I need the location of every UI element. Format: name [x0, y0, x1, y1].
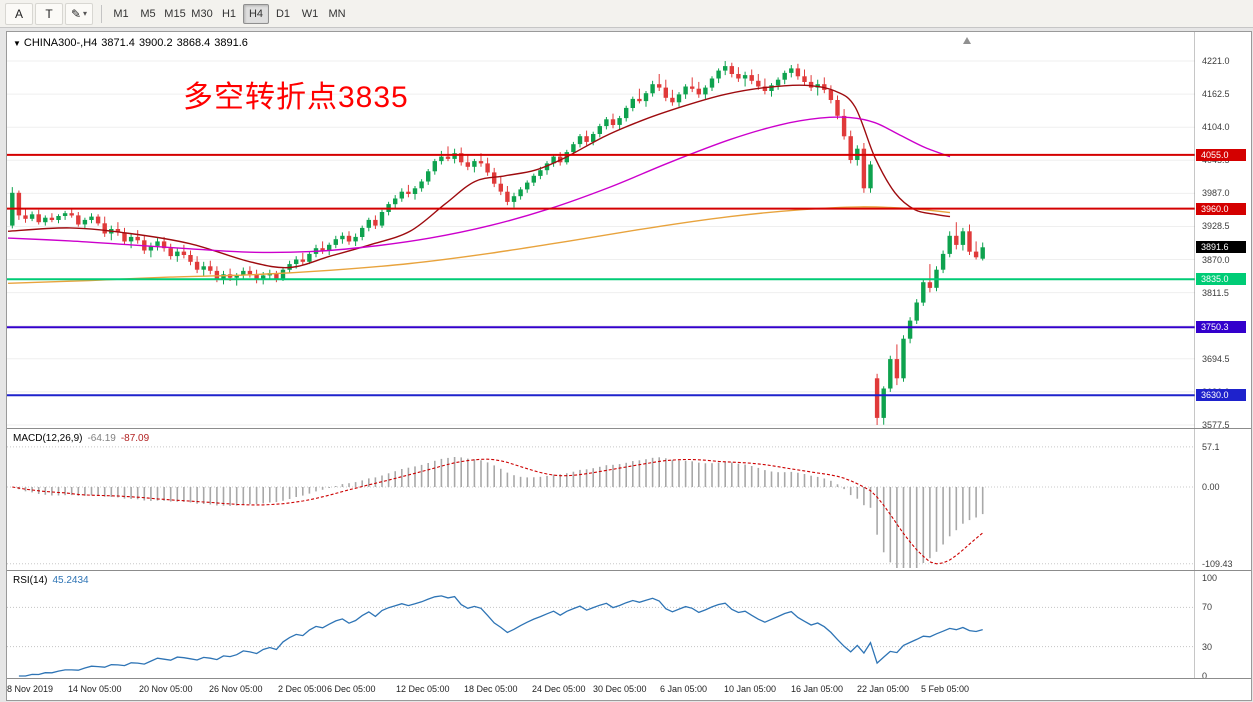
price-tick-label: 3987.0 — [1202, 188, 1230, 199]
timeframe-button-m5[interactable]: M5 — [140, 7, 156, 20]
timeframe-button-h4[interactable]: H4 — [243, 3, 269, 24]
rsi-value: 45.2434 — [52, 575, 89, 586]
price-tick-label: 3928.5 — [1202, 221, 1230, 232]
macd-scale-label: -109.43 — [1202, 558, 1233, 569]
price-badge: 3835.0 — [1196, 273, 1246, 286]
timeframe-button-group: M1 M5 M15 M30 H1 H4 D1 W1 MN — [108, 3, 351, 24]
price-tick-label: 4162.5 — [1202, 89, 1230, 100]
rsi-indicator-label: RSI(14) 45.2434 — [13, 575, 89, 586]
timeframe-button-m1[interactable]: M1 — [113, 7, 129, 20]
price-tick-label: 3811.5 — [1202, 287, 1229, 298]
time-axis-label: 18 Dec 05:00 — [464, 684, 518, 694]
ohlc-close: 3891.6 — [214, 37, 248, 49]
time-axis-label: 10 Jan 05:00 — [724, 684, 777, 694]
pane-divider[interactable] — [7, 678, 1251, 679]
symbol-label: CHINA300-,H4 — [23, 37, 98, 49]
macd-indicator-label: MACD(12,26,9) -64.19 -87.09 — [13, 433, 149, 444]
time-axis-label: 12 Dec 05:00 — [396, 684, 450, 694]
macd-scale-label: 57.1 — [1202, 441, 1220, 452]
toolbar: A T ✎ ▾ M1 M5 M15 M30 H1 H4 D1 W1 MN — [0, 0, 1253, 28]
pane-divider[interactable] — [7, 428, 1251, 429]
timeframe-button-h1[interactable]: H1 — [221, 7, 237, 20]
price-tick-label: 4104.0 — [1202, 122, 1230, 133]
price-tick-label: 3870.0 — [1202, 254, 1230, 265]
price-tick-label: 4221.0 — [1202, 56, 1230, 66]
timeframe-button-m15[interactable]: M15 — [164, 7, 186, 20]
time-axis-label: 22 Jan 05:00 — [857, 684, 910, 694]
price-badge: 4055.0 — [1196, 148, 1246, 161]
timeframe-button-m30[interactable]: M30 — [191, 7, 213, 20]
time-axis-label: 16 Jan 05:00 — [791, 684, 844, 694]
time-axis-label: 5 Feb 05:00 — [921, 684, 970, 694]
timeframe-button-w1[interactable]: W1 — [301, 7, 319, 20]
time-axis-label: 30 Dec 05:00 — [593, 684, 647, 694]
price-scale[interactable]: 4221.04162.54104.04045.53987.03928.53870… — [1195, 32, 1251, 681]
macd-scale-label: 0.00 — [1202, 482, 1220, 492]
draw-tool-dropdown[interactable]: ✎ ▾ — [65, 2, 93, 25]
cursor-tool-button[interactable]: A — [5, 2, 33, 25]
pane-divider[interactable] — [7, 570, 1251, 571]
macd-value: -64.19 — [87, 433, 116, 444]
ohlc-low: 3868.4 — [176, 37, 211, 49]
text-tool-button[interactable]: T — [35, 2, 63, 25]
rsi-title: RSI(14) — [13, 575, 48, 586]
rsi-scale-label: 100 — [1202, 573, 1218, 583]
time-axis[interactable]: 8 Nov 2019 14 Nov 05:00 20 Nov 05:00 26 Nov… — [7, 680, 1251, 700]
price-badge: 3891.6 — [1196, 241, 1246, 254]
chart-annotation-text[interactable]: 多空转折点3835 — [183, 81, 409, 114]
time-axis-label: 2 Dec 05:00 — [278, 684, 327, 694]
collapse-icon[interactable]: ▼ — [13, 39, 21, 48]
timeframe-button-d1[interactable]: D1 — [275, 7, 291, 20]
time-axis-label: 26 Nov 05:00 — [209, 684, 263, 694]
rsi-scale-label: 0 — [1202, 671, 1208, 681]
time-axis-label: 20 Nov 05:00 — [139, 684, 193, 694]
price-tick-label: 3694.5 — [1202, 353, 1230, 364]
ohlc-open: 3871.4 — [101, 37, 135, 49]
chart-window: ▼ CHINA300-,H4 3871.4 3900.2 3868.4 3891.6 多空… — [6, 31, 1252, 701]
time-axis-label: 14 Nov 05:00 — [68, 684, 122, 694]
rsi-scale-label: 30 — [1202, 641, 1213, 652]
chart-header: ▼ CHINA300-,H4 3871.4 3900.2 3868.4 3891.6 — [13, 37, 252, 49]
price-tick-label: 3577.5 — [1202, 420, 1230, 430]
price-badge: 3630.0 — [1196, 389, 1246, 402]
price-badge: 3750.3 — [1196, 321, 1246, 334]
tool-button-group: A T ✎ ▾ — [5, 2, 95, 25]
macd-signal-value: -87.09 — [120, 433, 150, 444]
time-axis-label: 6 Dec 05:00 — [327, 684, 376, 694]
macd-title: MACD(12,26,9) — [13, 433, 83, 444]
price-badge: 3960.0 — [1196, 202, 1246, 215]
chart-canvas[interactable] — [7, 32, 1251, 700]
timeframe-button-mn[interactable]: MN — [328, 7, 346, 20]
time-axis-label: 6 Jan 05:00 — [660, 684, 708, 694]
time-axis-label: 8 Nov 2019 — [7, 684, 54, 694]
rsi-scale-label: 70 — [1202, 602, 1213, 613]
ohlc-high: 3900.2 — [138, 37, 173, 49]
time-axis-label: 24 Dec 05:00 — [532, 684, 586, 694]
toolbar-separator — [101, 4, 102, 23]
